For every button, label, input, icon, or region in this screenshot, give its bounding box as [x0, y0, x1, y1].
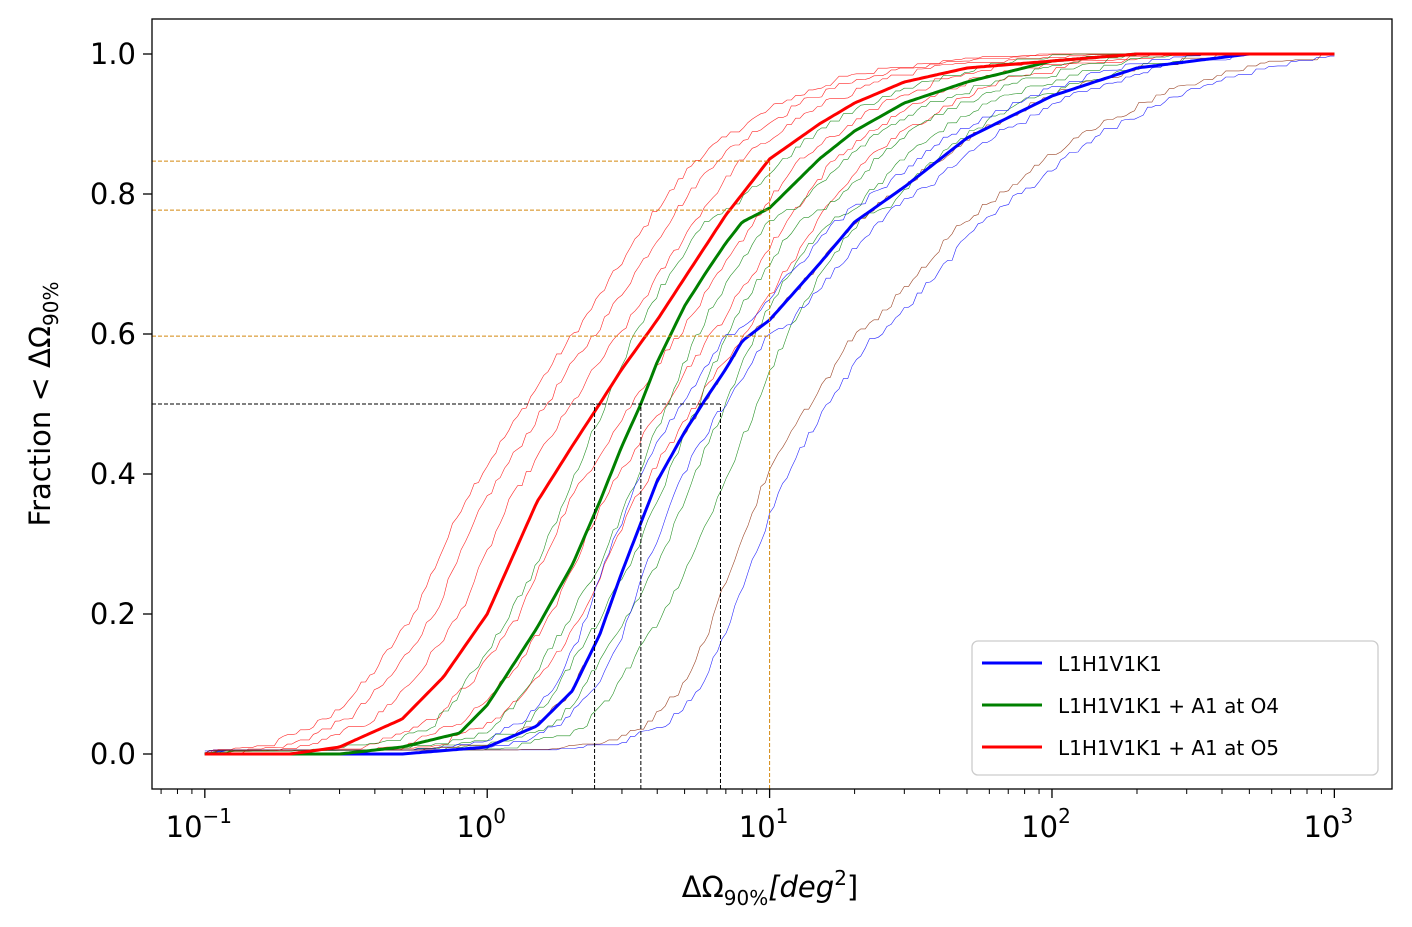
- y-tick-label: 0.4: [90, 457, 136, 491]
- x-axis-title-sub: 90%: [724, 886, 768, 910]
- y-tick-label: 1.0: [90, 37, 136, 71]
- legend-box: [971, 640, 1379, 776]
- y-axis: 0.0 0.2 0.4 0.6 0.8 1.0: [90, 37, 152, 771]
- legend-label-o5: L1H1V1K1 + A1 at O5: [1058, 736, 1279, 760]
- x-tick-base: 10: [1304, 810, 1341, 844]
- x-tick-exponent: 2: [1058, 804, 1071, 828]
- legend: L1H1V1K1 L1H1V1K1 + A1 at O4 L1H1V1K1 + …: [971, 640, 1379, 776]
- x-axis-title-main: ΔΩ: [682, 870, 724, 904]
- x-tick-exponent: 1: [776, 804, 789, 828]
- x-tick-exponent: 3: [1340, 804, 1353, 828]
- y-axis-title-main: Fraction < ΔΩ: [23, 326, 57, 527]
- y-tick-label: 0.6: [90, 317, 136, 351]
- plot-frame: [151, 18, 1393, 790]
- y-axis-title: Fraction < ΔΩ90%: [23, 282, 63, 527]
- x-axis-title-unit-exp: 2: [834, 866, 847, 890]
- x-tick-label: 102: [1021, 804, 1071, 844]
- x-tick-base: 10: [166, 810, 203, 844]
- reference-lines: [152, 160, 771, 789]
- y-tick-label: 0.0: [90, 737, 136, 771]
- x-axis-title-close: ]: [847, 870, 858, 904]
- x-tick-exponent: −1: [203, 804, 232, 828]
- x-tick-label: 101: [739, 804, 789, 844]
- x-tick-label: 100: [456, 804, 506, 844]
- x-axis-title-unit: [deg: [768, 870, 834, 904]
- x-tick-label: 10−1: [166, 804, 232, 844]
- x-tick-base: 10: [1021, 810, 1058, 844]
- legend-label-l1h1v1k1: L1H1V1K1: [1058, 652, 1162, 676]
- y-tick-label: 0.2: [90, 597, 136, 631]
- x-tick-base: 10: [739, 810, 776, 844]
- legend-label-o4: L1H1V1K1 + A1 at O4: [1058, 694, 1279, 718]
- y-axis-title-sub: 90%: [39, 282, 63, 326]
- x-tick-base: 10: [456, 810, 493, 844]
- x-tick-label: 103: [1304, 804, 1354, 844]
- x-axis: 10−1 100 101 102 103: [160, 789, 1354, 844]
- y-tick-label: 0.8: [90, 177, 136, 211]
- series-line: [204, 52, 1335, 756]
- x-tick-exponent: 0: [493, 804, 506, 828]
- x-axis-title: ΔΩ90%[deg2]: [682, 866, 859, 910]
